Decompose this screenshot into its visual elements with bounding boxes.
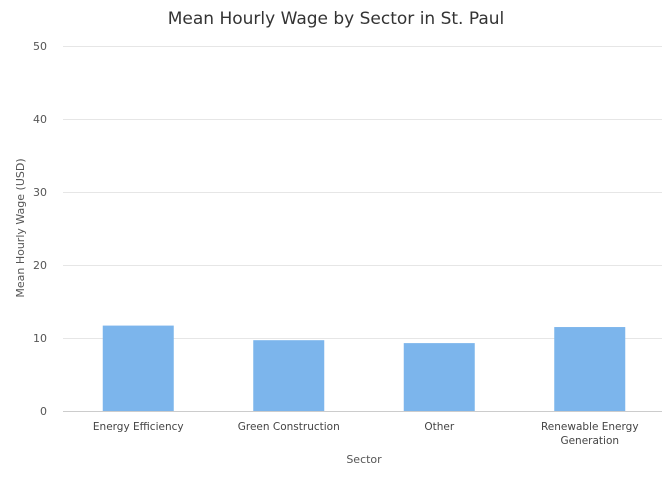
y-axis-title: Mean Hourly Wage (USD) — [14, 158, 27, 297]
x-tick-label-0: Energy Efficiency — [93, 421, 184, 433]
x-tick-label-3: Renewable Energy Generation — [541, 421, 639, 447]
x-tick-label-1: Green Construction — [238, 421, 340, 433]
y-tick-label-4: 40 — [33, 113, 47, 126]
chart-title: Mean Hourly Wage by Sector in St. Paul — [168, 9, 505, 29]
x-axis-ticks: Energy Efficiency Green Construction Other… — [93, 421, 639, 447]
y-axis-ticks: 0 10 20 30 40 50 — [33, 40, 47, 418]
y-tick-label-0: 0 — [40, 405, 47, 418]
bar-2[interactable] — [403, 343, 475, 411]
y-tick-label-5: 50 — [33, 40, 47, 53]
y-tick-label-1: 10 — [33, 332, 47, 345]
y-tick-label-2: 20 — [33, 259, 47, 272]
x-axis-title: Sector — [346, 453, 382, 466]
y-tick-label-3: 30 — [33, 186, 47, 199]
bar-0[interactable] — [102, 325, 174, 411]
bars — [102, 325, 626, 411]
x-tick-label-2: Other — [424, 421, 454, 433]
bar-3[interactable] — [554, 327, 626, 411]
bar-1[interactable] — [253, 340, 325, 411]
